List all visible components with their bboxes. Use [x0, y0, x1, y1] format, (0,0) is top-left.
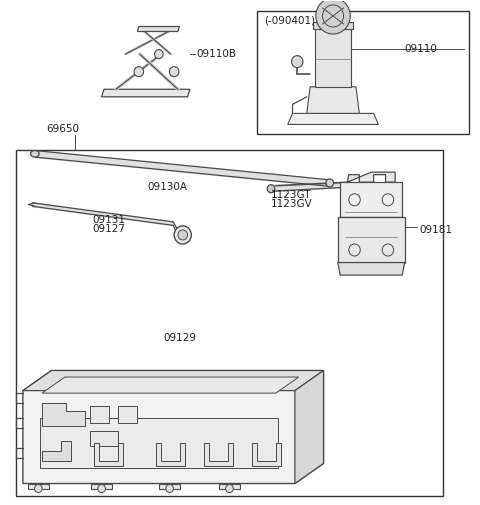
Polygon shape	[159, 483, 180, 488]
Text: 09129: 09129	[164, 333, 197, 343]
Polygon shape	[42, 403, 85, 426]
Circle shape	[178, 230, 188, 240]
Bar	[257, 12, 469, 134]
Text: 09130A: 09130A	[147, 182, 187, 192]
Polygon shape	[295, 371, 324, 483]
Circle shape	[174, 226, 192, 244]
Polygon shape	[28, 483, 49, 488]
Text: 09181: 09181	[419, 225, 452, 235]
Text: 09131: 09131	[92, 215, 125, 225]
Polygon shape	[288, 114, 378, 124]
Text: 09110B: 09110B	[196, 49, 236, 59]
Polygon shape	[95, 443, 123, 466]
Text: 69650: 69650	[47, 124, 80, 134]
Bar	[313, 22, 353, 29]
Bar	[118, 406, 137, 423]
Polygon shape	[39, 418, 278, 469]
Circle shape	[326, 179, 334, 187]
Polygon shape	[156, 443, 185, 466]
Polygon shape	[307, 87, 360, 114]
Bar	[315, 29, 351, 87]
Bar	[90, 431, 118, 446]
Polygon shape	[338, 217, 405, 263]
Polygon shape	[348, 172, 395, 182]
Circle shape	[35, 484, 42, 492]
Text: 1123GT: 1123GT	[271, 190, 312, 200]
Polygon shape	[23, 371, 324, 390]
Bar	[90, 406, 109, 423]
Polygon shape	[102, 89, 190, 97]
Text: 09127: 09127	[92, 224, 125, 234]
Text: 1123GV: 1123GV	[271, 199, 313, 209]
Polygon shape	[252, 443, 281, 466]
Polygon shape	[340, 182, 402, 217]
Polygon shape	[204, 443, 233, 466]
Circle shape	[98, 484, 106, 492]
Polygon shape	[23, 371, 324, 483]
Text: 09110: 09110	[405, 44, 437, 54]
Ellipse shape	[31, 150, 39, 157]
Polygon shape	[42, 377, 299, 393]
Circle shape	[267, 185, 275, 193]
Polygon shape	[42, 441, 71, 461]
Bar	[16, 149, 443, 496]
Circle shape	[169, 67, 179, 77]
Circle shape	[134, 67, 144, 77]
Text: (-090401): (-090401)	[264, 16, 315, 25]
Polygon shape	[91, 483, 112, 488]
Circle shape	[226, 484, 233, 492]
Circle shape	[291, 56, 303, 68]
Polygon shape	[137, 26, 180, 31]
Circle shape	[166, 484, 173, 492]
Polygon shape	[338, 263, 405, 275]
Circle shape	[316, 0, 350, 34]
Circle shape	[155, 49, 163, 59]
Polygon shape	[219, 483, 240, 488]
